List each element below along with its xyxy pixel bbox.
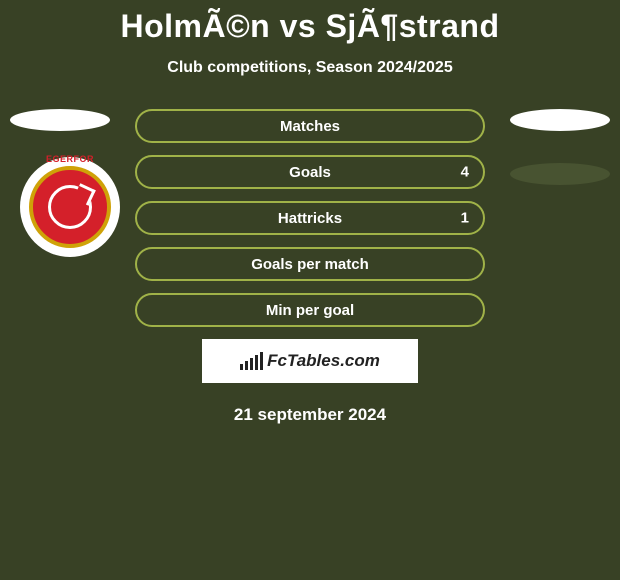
brand-badge: FcTables.com [202,339,418,383]
stat-row: Min per goal [135,293,485,327]
bars-icon [240,352,263,370]
stat-row: Hattricks 1 [135,201,485,235]
player-left-photo-placeholder [10,109,110,131]
stat-row: Matches [135,109,485,143]
bar-icon-segment [250,358,253,370]
stat-value-right: 1 [461,210,469,227]
bar-icon-segment [240,364,243,370]
stat-value-right: 4 [461,164,469,181]
bar-icon-segment [255,355,258,370]
club-badge-inner: EGERFOR [29,166,111,248]
player-left-club-badge: EGERFOR [20,157,120,257]
bar-icon-segment [260,352,263,370]
page-subtitle: Club competitions, Season 2024/2025 [0,59,620,77]
stat-label: Goals per match [251,256,369,273]
stat-row: Goals 4 [135,155,485,189]
player-right-photo-placeholder [510,109,610,131]
stat-label: Hattricks [278,210,342,227]
player-right-club-placeholder [510,163,610,185]
page-title: HolmÃ©n vs SjÃ¶strand [0,0,620,45]
stat-rows: Matches Goals 4 Hattricks 1 Goals per match Mi… [135,109,485,327]
mars-symbol-icon [48,185,92,229]
comparison-content: EGERFOR Matches Goals 4 Hattricks 1 Goals per… [0,109,620,425]
stat-label: Min per goal [266,302,354,319]
brand-text: FcTables.com [267,351,380,371]
bar-icon-segment [245,361,248,370]
stat-label: Goals [289,164,331,181]
stat-label: Matches [280,118,340,135]
club-badge-arc-text: EGERFOR [33,154,107,164]
footer-date: 21 september 2024 [0,405,620,425]
stat-row: Goals per match [135,247,485,281]
